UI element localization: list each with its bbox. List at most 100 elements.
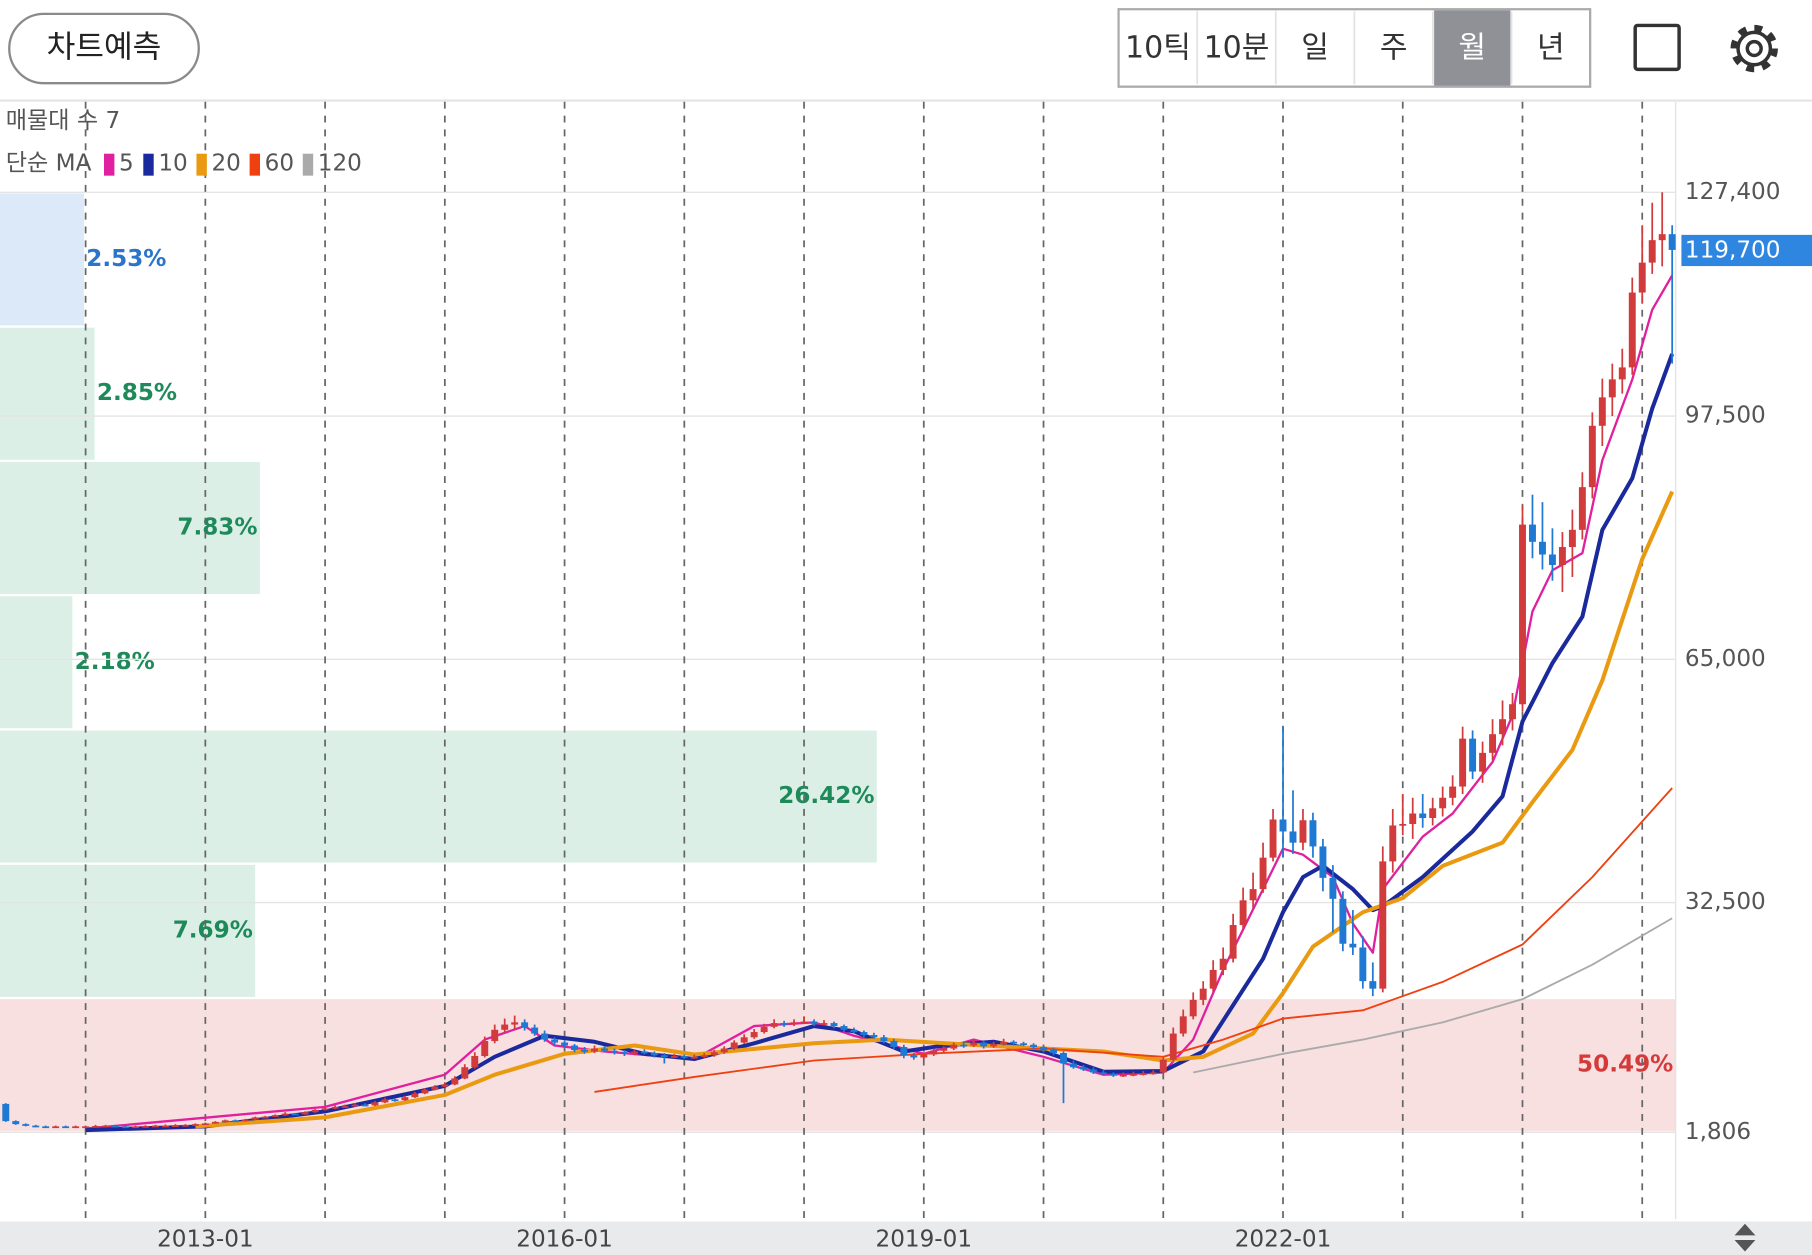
candle-body — [491, 1029, 499, 1042]
period-button[interactable] — [1512, 10, 1589, 86]
candle-body — [710, 1052, 718, 1056]
period-label: 주 — [1380, 31, 1408, 66]
candle-body — [810, 1021, 818, 1024]
scroll-arrows[interactable] — [1734, 1223, 1756, 1252]
candle-body — [1109, 1073, 1117, 1076]
candle-body — [1359, 947, 1367, 982]
period-button[interactable] — [1434, 10, 1511, 86]
volume-profile-value: 2.85% — [97, 380, 177, 406]
candle-body — [700, 1055, 708, 1057]
candle-body — [211, 1121, 219, 1124]
candle-body — [1030, 1044, 1038, 1048]
candle-body — [581, 1050, 588, 1052]
candle-body — [1070, 1063, 1077, 1068]
ma-line — [1192, 917, 1673, 1074]
candle-body — [840, 1026, 848, 1030]
candle-body — [22, 1124, 30, 1126]
candle-body — [1169, 1033, 1177, 1060]
gear-hole — [1745, 39, 1763, 58]
period-button[interactable] — [1355, 10, 1432, 86]
candle-body — [720, 1048, 728, 1053]
candle-body — [880, 1037, 888, 1042]
candle-body — [860, 1032, 868, 1036]
candle-body — [660, 1055, 668, 1057]
candle-body — [72, 1126, 80, 1129]
candle-body — [1199, 988, 1207, 1000]
candle-body — [780, 1023, 788, 1025]
candle-body — [301, 1112, 309, 1115]
gear-teeth — [1730, 24, 1778, 73]
settings-icon[interactable] — [1730, 24, 1778, 73]
candle-body — [142, 1125, 149, 1128]
period-button[interactable] — [1119, 10, 1197, 86]
toolbar: 차트예측 10틱 10분 일 주 월 년 — [0, 8, 1812, 102]
last-price-tag — [1681, 234, 1812, 267]
ma-line — [85, 353, 1675, 1133]
candle-body — [1409, 813, 1417, 824]
candle-body — [191, 1124, 199, 1126]
candle-body — [1548, 554, 1556, 566]
candle-body — [531, 1027, 539, 1034]
volume-profile-value: 2.18% — [75, 649, 155, 675]
candle-body — [511, 1022, 519, 1025]
candle-body — [1578, 487, 1586, 530]
legend-title: 단순 MA — [6, 151, 92, 177]
candle-body — [1429, 808, 1437, 818]
candle-body — [1040, 1047, 1047, 1051]
candle-body — [790, 1022, 798, 1025]
candle-body — [341, 1106, 349, 1108]
candle-body — [1509, 704, 1516, 720]
candle-body — [1439, 797, 1447, 809]
legend-swatch — [104, 153, 115, 176]
candle-body — [850, 1029, 858, 1033]
volume-profile-bar — [0, 193, 84, 326]
candle-body — [62, 1126, 70, 1129]
candle-body — [1449, 786, 1457, 798]
candle-body — [1119, 1074, 1127, 1077]
candle-body — [1299, 820, 1307, 843]
candle-body — [261, 1116, 269, 1119]
volume-profile-label: 매물대 수 7 — [6, 108, 120, 134]
candle-body — [1179, 1016, 1187, 1034]
gear-body — [1736, 30, 1773, 67]
volume-profile-value: 7.83% — [177, 514, 257, 540]
candle-body — [1628, 292, 1636, 368]
x-tick-label: 2013-01 — [157, 1226, 254, 1252]
volume-profile-value: 50.49% — [1577, 1052, 1673, 1078]
candle-body — [820, 1023, 828, 1025]
candle-body — [1219, 958, 1227, 970]
candle-body — [950, 1044, 958, 1049]
volume-profile-bar — [0, 462, 260, 594]
period-label: 10틱 — [1125, 31, 1191, 66]
candle-body — [82, 1126, 90, 1129]
candle-body — [1010, 1041, 1018, 1044]
candle-body — [670, 1056, 678, 1058]
candle-body — [1309, 820, 1317, 847]
ma-line — [594, 787, 1673, 1093]
legend-label: 20 — [211, 151, 240, 177]
candle-body — [890, 1041, 898, 1048]
candle-body — [1209, 969, 1217, 989]
candle-body — [112, 1125, 120, 1128]
candle-body — [481, 1041, 489, 1057]
candle-body — [1050, 1050, 1057, 1054]
candle-body — [1089, 1069, 1097, 1073]
candle-body — [1618, 367, 1626, 380]
predict-button[interactable] — [8, 12, 200, 85]
candle-body — [1269, 819, 1277, 858]
candle-body — [640, 1051, 648, 1054]
arrow-up — [1734, 1223, 1756, 1236]
candle-body — [1568, 529, 1576, 548]
candle-body — [1489, 734, 1497, 753]
candle-body — [1239, 900, 1247, 926]
candle-body — [52, 1126, 60, 1129]
candle-body — [1419, 813, 1427, 818]
candle-body — [421, 1089, 429, 1094]
period-button[interactable] — [1198, 10, 1275, 86]
legend-swatch — [249, 153, 261, 176]
period-button[interactable] — [1276, 10, 1354, 86]
candle-body — [1658, 234, 1666, 241]
fullscreen-icon[interactable] — [1633, 23, 1681, 72]
candle-body — [601, 1048, 608, 1051]
